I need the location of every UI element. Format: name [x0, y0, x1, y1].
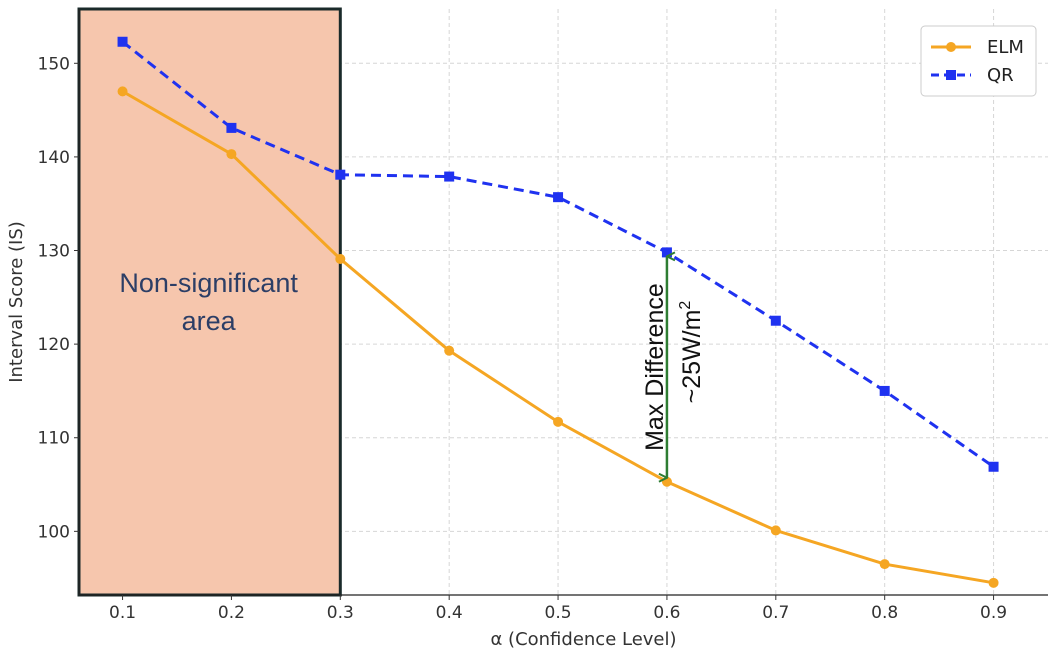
- y-tick-label: 120: [38, 335, 70, 355]
- legend-label-elm: ELM: [987, 37, 1024, 58]
- data-point-elm: [661, 476, 672, 487]
- data-point-elm: [770, 525, 781, 536]
- data-point-elm: [988, 577, 999, 588]
- shaded-region-box: [77, 7, 342, 597]
- axes: 0.1 0.2 0.3 0.4 0.5 0.6 0.7 0.8 0.9 100 110 120 130 1…: [6, 9, 1048, 650]
- region-label-line-2: area: [182, 306, 237, 336]
- max-difference-label: Max Difference: [641, 283, 669, 451]
- data-point-qr: [770, 315, 781, 326]
- legend-marker-elm: [946, 42, 956, 52]
- data-point-elm: [444, 345, 455, 356]
- data-point-elm: [117, 86, 128, 97]
- x-tick-label: 0.6: [653, 603, 680, 623]
- x-tick-label: 0.9: [980, 603, 1007, 623]
- data-point-qr: [879, 385, 890, 396]
- max-difference-value-superscript: 2: [677, 301, 694, 310]
- series-line-qr: [121, 40, 995, 468]
- y-tick-label: 130: [38, 242, 70, 262]
- data-point-qr: [661, 247, 672, 258]
- x-tick-label: 0.8: [871, 603, 898, 623]
- y-axis-label: Interval Score (IS): [6, 221, 27, 383]
- legend-item-qr: QR: [931, 65, 1014, 86]
- x-tick-label: 0.2: [218, 603, 245, 623]
- data-point-qr: [335, 169, 346, 180]
- legend-label-qr: QR: [987, 65, 1014, 86]
- x-tick-label: 0.4: [436, 603, 463, 623]
- data-point-qr: [444, 171, 455, 182]
- y-tick-label: 140: [38, 148, 70, 168]
- data-point-qr: [117, 36, 128, 47]
- max-difference-value: ~25W/m2: [677, 301, 706, 404]
- legend: ELM QR: [920, 25, 1037, 97]
- max-difference-value-text: ~25W/m: [678, 310, 706, 404]
- legend-item-elm: ELM: [931, 37, 1024, 58]
- x-tick-label: 0.3: [327, 603, 354, 623]
- x-axis-label: α (Confidence Level): [490, 629, 676, 650]
- data-point-qr: [226, 122, 237, 133]
- x-tick-label: 0.7: [762, 603, 789, 623]
- data-point-elm: [879, 559, 890, 570]
- x-tick-label: 0.5: [545, 603, 572, 623]
- y-tick-label: 110: [38, 429, 70, 449]
- non-significant-region: Non-significant area: [77, 7, 342, 597]
- data-point-qr: [553, 192, 564, 203]
- data-point-elm: [553, 416, 564, 427]
- max-difference-annotation: Max Difference ~25W/m2: [641, 256, 706, 477]
- region-label-line-1: Non-significant: [119, 268, 298, 298]
- data-point-elm: [335, 253, 346, 264]
- data-point-elm: [226, 149, 237, 160]
- y-tick-label: 100: [38, 522, 70, 542]
- data-point-qr: [988, 461, 999, 472]
- legend-marker-qr: [946, 70, 956, 80]
- x-tick-label: 0.1: [109, 603, 136, 623]
- series-group: [117, 36, 999, 588]
- y-tick-label: 150: [38, 54, 70, 74]
